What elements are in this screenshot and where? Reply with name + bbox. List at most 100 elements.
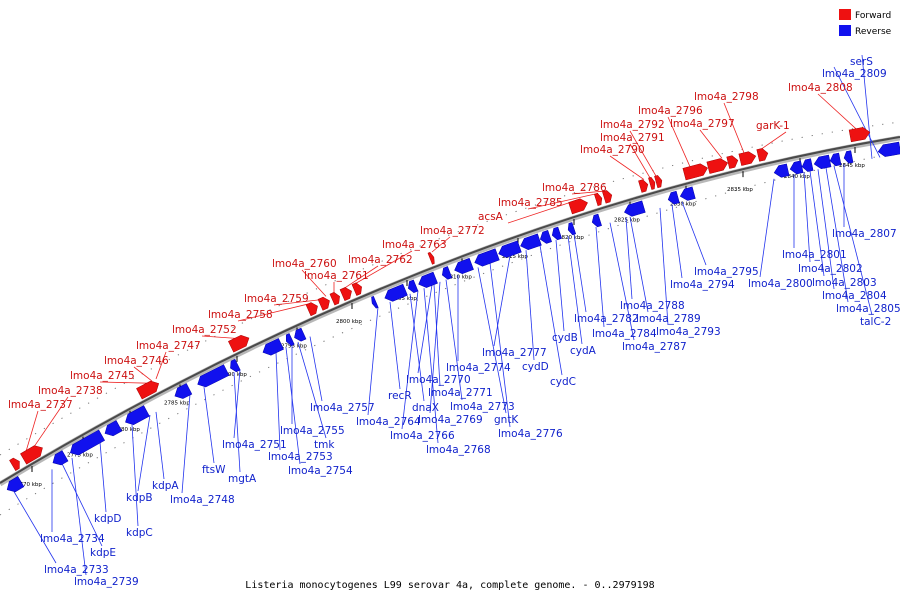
forward-gene-label[interactable]: lmo4a_2792 xyxy=(600,119,665,131)
reverse-gene-label[interactable]: gntK xyxy=(494,414,519,426)
forward-gene-arrow[interactable] xyxy=(726,155,740,169)
forward-gene-label[interactable]: lmo4a_2747 xyxy=(136,340,201,352)
forward-gene-label[interactable]: lmo4a_2746 xyxy=(104,355,169,367)
reverse-gene-label[interactable]: lmo4a_2809 xyxy=(822,68,887,80)
reverse-gene-label[interactable]: lmo4a_2755 xyxy=(280,425,345,437)
forward-gene-label[interactable]: lmo4a_2761 xyxy=(304,270,369,282)
reverse-gene-label[interactable]: lmo4a_2733 xyxy=(44,564,109,576)
reverse-gene-label[interactable]: lmo4a_2734 xyxy=(40,533,105,545)
reverse-gene-label[interactable]: lmo4a_2753 xyxy=(268,451,333,463)
forward-gene-label[interactable]: lmo4a_2798 xyxy=(694,91,759,103)
reverse-gene-label[interactable]: cydA xyxy=(570,345,597,357)
reverse-gene-label[interactable]: cydC xyxy=(550,376,576,388)
forward-gene-arrow[interactable] xyxy=(682,162,709,181)
reverse-gene-label[interactable]: kdpE xyxy=(90,547,116,559)
reverse-gene-label[interactable]: cydD xyxy=(522,361,549,373)
reverse-gene-label[interactable]: lmo4a_2807 xyxy=(832,228,897,240)
forward-gene-label[interactable]: lmo4a_2745 xyxy=(70,370,135,382)
forward-gene-label[interactable]: lmo4a_2763 xyxy=(382,239,447,251)
reverse-gene-arrow[interactable] xyxy=(292,327,307,343)
reverse-gene-label[interactable]: lmo4a_2802 xyxy=(798,263,863,275)
reverse-gene-arrow[interactable] xyxy=(679,186,696,202)
forward-gene-label[interactable]: lmo4a_2772 xyxy=(420,225,485,237)
reverse-gene-arrow[interactable] xyxy=(416,271,438,290)
forward-gene-arrow[interactable] xyxy=(594,192,603,207)
forward-gene-arrow[interactable] xyxy=(654,175,663,189)
forward-gene-label[interactable]: acsA xyxy=(478,211,504,223)
forward-gene-label[interactable]: lmo4a_2738 xyxy=(38,385,103,397)
reverse-gene-label[interactable]: lmo4a_2751 xyxy=(222,439,287,451)
forward-gene-arrow[interactable] xyxy=(339,286,354,301)
reverse-gene-label[interactable]: serS xyxy=(850,56,873,68)
forward-gene-label[interactable]: lmo4a_2762 xyxy=(348,254,413,266)
reverse-gene-label[interactable]: lmo4a_2768 xyxy=(426,444,491,456)
reverse-gene-arrow[interactable] xyxy=(590,213,602,228)
reverse-gene-arrow[interactable] xyxy=(260,338,284,357)
forward-gene-label[interactable]: lmo4a_2752 xyxy=(172,324,237,336)
forward-gene-arrow[interactable] xyxy=(317,295,332,311)
reverse-gene-arrow[interactable] xyxy=(195,364,230,390)
reverse-gene-label[interactable]: dnaX xyxy=(412,402,439,414)
forward-gene-label[interactable]: lmo4a_2759 xyxy=(244,293,309,305)
reverse-gene-label[interactable]: lmo4a_2766 xyxy=(390,430,455,442)
forward-gene-arrow[interactable] xyxy=(648,176,656,190)
reverse-gene-arrow[interactable] xyxy=(497,240,522,260)
reverse-gene-arrow[interactable] xyxy=(383,283,408,303)
reverse-gene-label[interactable]: lmo4a_2748 xyxy=(170,494,235,506)
reverse-gene-arrow[interactable] xyxy=(228,358,241,373)
reverse-gene-label[interactable]: cydB xyxy=(552,332,578,344)
forward-gene-arrow[interactable] xyxy=(329,291,342,306)
reverse-gene-label[interactable]: lmo4a_2782 xyxy=(574,313,639,325)
reverse-gene-arrow[interactable] xyxy=(623,200,646,218)
reverse-gene-label[interactable]: lmo4a_2757 xyxy=(310,402,375,414)
reverse-gene-label[interactable]: lmo4a_2773 xyxy=(450,401,515,413)
forward-gene-label[interactable]: lmo4a_2808 xyxy=(788,82,853,94)
reverse-gene-arrow[interactable] xyxy=(789,160,804,175)
reverse-gene-label[interactable]: lmo4a_2789 xyxy=(636,313,701,325)
reverse-gene-arrow[interactable] xyxy=(813,154,832,170)
forward-gene-label[interactable]: lmo4a_2785 xyxy=(498,197,563,209)
reverse-gene-arrow[interactable] xyxy=(67,429,105,458)
forward-gene-arrow[interactable] xyxy=(351,281,364,296)
reverse-gene-label[interactable]: lmo4a_2801 xyxy=(782,249,847,261)
reverse-gene-label[interactable]: lmo4a_2776 xyxy=(498,428,563,440)
reverse-gene-arrow[interactable] xyxy=(102,420,123,438)
forward-gene-arrow[interactable] xyxy=(756,147,769,162)
reverse-gene-arrow[interactable] xyxy=(801,158,814,173)
reverse-gene-arrow[interactable] xyxy=(473,248,500,269)
forward-gene-arrow[interactable] xyxy=(602,189,613,204)
forward-gene-label[interactable]: lmo4a_2796 xyxy=(638,105,703,117)
reverse-gene-label[interactable]: lmo4a_2770 xyxy=(406,374,471,386)
reverse-gene-arrow[interactable] xyxy=(877,141,900,158)
reverse-gene-arrow[interactable] xyxy=(519,233,542,252)
reverse-gene-label[interactable]: lmo4a_2739 xyxy=(74,576,139,588)
reverse-gene-arrow[interactable] xyxy=(538,230,552,245)
reverse-gene-label[interactable]: kdpD xyxy=(94,513,122,525)
reverse-gene-label[interactable]: lmo4a_2784 xyxy=(592,328,657,340)
forward-gene-arrow[interactable] xyxy=(638,179,649,193)
reverse-gene-arrow[interactable] xyxy=(440,266,453,281)
forward-gene-label[interactable]: lmo4a_2786 xyxy=(542,182,607,194)
reverse-gene-arrow[interactable] xyxy=(452,257,474,276)
reverse-gene-arrow[interactable] xyxy=(50,450,69,468)
reverse-gene-arrow[interactable] xyxy=(123,405,150,428)
forward-gene-label[interactable]: lmo4a_2797 xyxy=(670,118,735,130)
reverse-gene-label[interactable]: talC-2 xyxy=(860,316,891,328)
forward-gene-arrow[interactable] xyxy=(228,333,251,353)
forward-gene-arrow[interactable] xyxy=(9,456,22,471)
forward-gene-label[interactable]: lmo4a_2790 xyxy=(580,144,645,156)
forward-gene-arrow[interactable] xyxy=(136,378,161,400)
forward-gene-arrow[interactable] xyxy=(427,252,436,265)
forward-gene-label[interactable]: lmo4a_2758 xyxy=(208,309,273,321)
forward-gene-arrow[interactable] xyxy=(568,197,590,215)
reverse-gene-label[interactable]: kdpC xyxy=(126,527,153,539)
forward-gene-label[interactable]: lmo4a_2760 xyxy=(272,258,337,270)
reverse-gene-label[interactable]: lmo4a_2800 xyxy=(748,278,813,290)
reverse-gene-label[interactable]: lmo4a_2793 xyxy=(656,326,721,338)
forward-gene-arrow[interactable] xyxy=(738,150,757,166)
reverse-gene-label[interactable]: lmo4a_2794 xyxy=(670,279,735,291)
forward-gene-arrow[interactable] xyxy=(706,157,729,174)
reverse-gene-label[interactable]: lmo4a_2771 xyxy=(428,387,493,399)
forward-gene-label[interactable]: garK-1 xyxy=(756,120,790,132)
reverse-gene-arrow[interactable] xyxy=(406,279,419,294)
